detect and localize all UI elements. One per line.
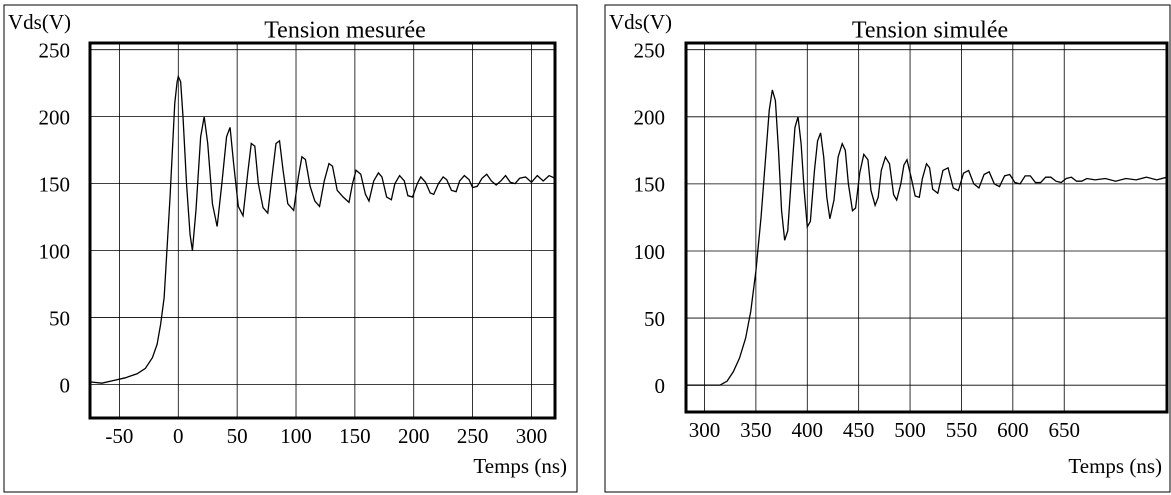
y-tick-label: 100 (39, 239, 71, 263)
chart: Vds(V) Tension simulée Temps (ns) 0 50 100 150… (604, 4, 1171, 493)
chart: Vds(V) Tension mesurée Temps (ns) 0 50 100 150… (3, 4, 578, 493)
y-tick-label: 0 (60, 373, 71, 397)
chart-title: Tension mesurée (264, 18, 426, 44)
y-tick-label: 50 (49, 306, 70, 330)
y-tick-label: 250 (39, 39, 71, 63)
data-line (90, 74, 555, 384)
y-tick-label: 100 (634, 240, 666, 264)
chart-frame (3, 4, 578, 493)
x-tick-label: 100 (280, 424, 312, 448)
x-tick-label: 50 (227, 424, 248, 448)
x-tick-label: 650 (1048, 418, 1080, 442)
x-tick-label: 350 (740, 418, 772, 442)
chart-frame (604, 4, 1171, 493)
x-tick-label: 200 (398, 424, 430, 448)
y-tick-label: 250 (634, 39, 666, 63)
data-line (686, 89, 1167, 386)
x-axis-label: Temps (ns) (473, 454, 567, 478)
y-tick-label: 50 (644, 307, 665, 331)
x-tick-label: 250 (457, 424, 489, 448)
x-tick-label: 450 (843, 418, 875, 442)
plot-border (684, 41, 1169, 414)
x-tick-label: 300 (689, 418, 721, 442)
x-tick-label: 550 (946, 418, 978, 442)
x-tick-label: 300 (516, 424, 548, 448)
y-axis-label: Vds(V) (8, 10, 71, 34)
y-tick-label: 200 (39, 105, 71, 129)
x-tick-label: 600 (997, 418, 1029, 442)
y-axis-label: Vds(V) (609, 10, 672, 34)
y-tick-label: 200 (634, 106, 666, 130)
chart-title: Tension simulée (852, 18, 1008, 44)
y-tick-label: 150 (39, 172, 71, 196)
x-tick-label: 500 (894, 418, 926, 442)
x-tick-label: 150 (339, 424, 371, 448)
x-tick-label: 400 (792, 418, 824, 442)
y-tick-label: 150 (634, 173, 666, 197)
y-tick-label: 0 (655, 374, 666, 398)
x-tick-label: 0 (173, 424, 184, 448)
x-tick-label: -50 (105, 424, 133, 448)
plot-border (88, 41, 557, 420)
x-axis-label: Temps (ns) (1068, 454, 1162, 478)
